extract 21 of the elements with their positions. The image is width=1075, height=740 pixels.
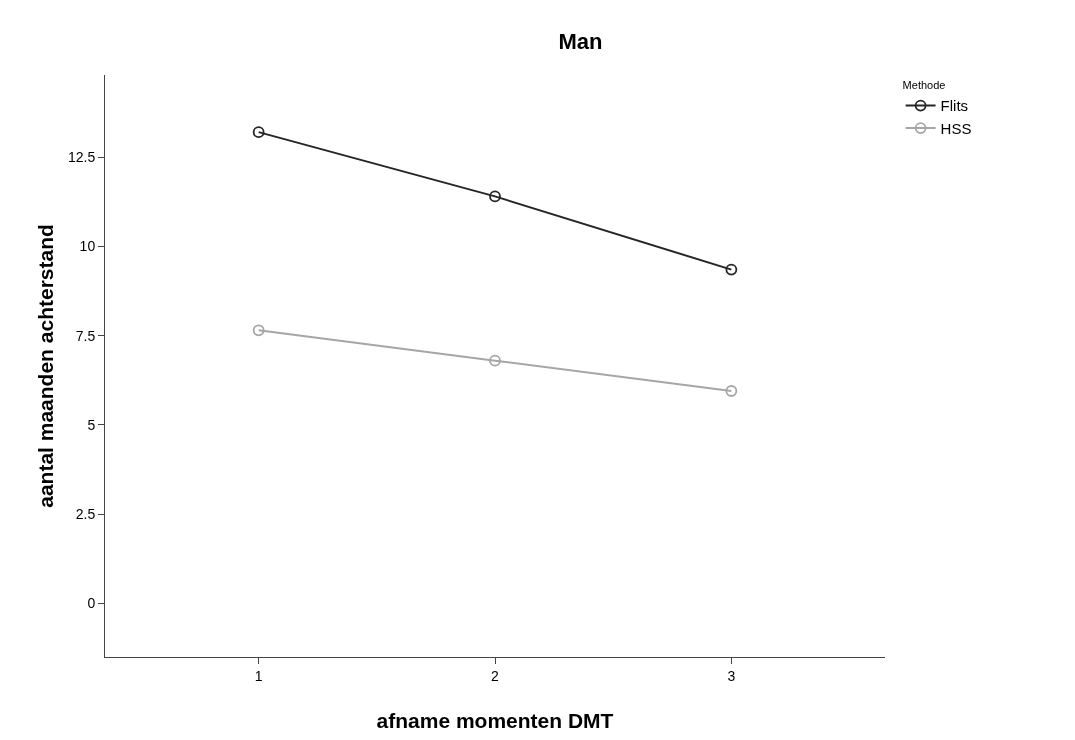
point xyxy=(489,354,501,367)
x-tick-label: 1 xyxy=(254,667,263,684)
point xyxy=(725,263,738,276)
y-tick-label: 5 xyxy=(87,416,96,433)
x-axis-title: afname momenten DMT xyxy=(376,709,614,732)
point xyxy=(252,324,265,337)
chart-title: Man xyxy=(558,28,603,54)
point xyxy=(725,385,738,397)
x-tick-label: 3 xyxy=(727,667,736,684)
y-tick-label: 12.5 xyxy=(67,149,96,166)
legend-label: Flits xyxy=(940,97,969,115)
x-tick-label: 2 xyxy=(491,667,500,684)
legend-title: Methode xyxy=(902,79,946,92)
point xyxy=(252,126,265,139)
y-tick-label: 10 xyxy=(79,238,96,255)
y-axis-title: aantal maanden achterstand xyxy=(34,224,58,508)
legend-label: HSS xyxy=(940,119,972,137)
y-tick-label: 0 xyxy=(87,595,96,612)
y-tick-label: 2.5 xyxy=(75,506,96,523)
y-tick-label: 7.5 xyxy=(75,327,96,344)
point xyxy=(489,190,501,203)
